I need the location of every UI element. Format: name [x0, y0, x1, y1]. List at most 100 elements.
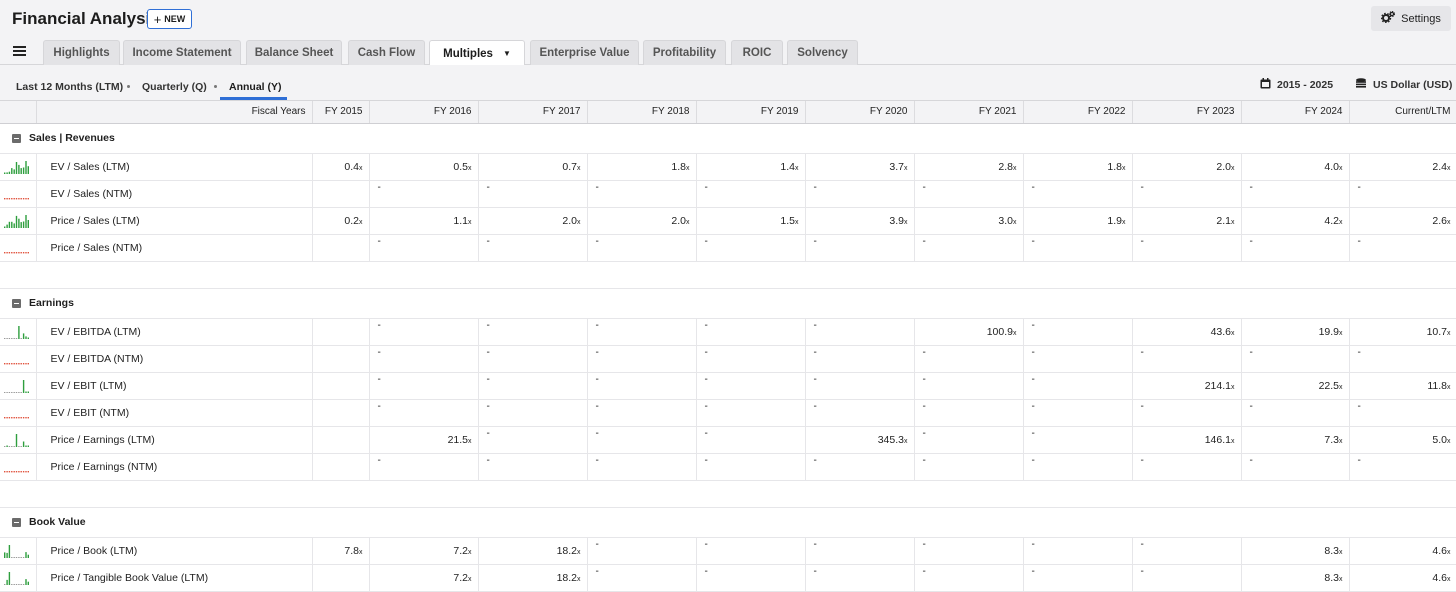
empty-value-cell: -: [1132, 345, 1242, 373]
sparkline-missing-mark: [13, 197, 15, 199]
column-header[interactable]: FY 2015: [312, 101, 370, 124]
column-header[interactable]: FY 2020: [805, 101, 915, 124]
table-row[interactable]: EV / EBIT (LTM) - - - - - - -214.1x 22.5x 11.8x: [0, 372, 1456, 400]
tab-roic[interactable]: ROIC: [731, 40, 783, 65]
period-annual[interactable]: Annual (Y): [229, 81, 282, 93]
value-cell: 2.4x: [1349, 153, 1456, 181]
settings-button[interactable]: Settings: [1371, 6, 1451, 31]
value-number: 7.2: [453, 571, 468, 584]
empty-value-cell: -: [587, 399, 697, 427]
column-header[interactable]: FY 2021: [914, 101, 1024, 124]
value-number: 146.1: [1204, 433, 1231, 446]
table-row[interactable]: Price / Earnings (NTM) - - - - - - - - - -: [0, 453, 1456, 481]
value-cell: 3.0x: [914, 207, 1024, 235]
empty-value-cell: -: [1241, 234, 1350, 262]
table-row[interactable]: EV / Sales (NTM) - - - - - - - - - -: [0, 180, 1456, 208]
table-row[interactable]: EV / Sales (LTM) 0.4x 0.5x 0.7x 1.8x 1.4x 3.7x…: [0, 153, 1456, 181]
tab-solvency[interactable]: Solvency: [787, 40, 858, 65]
section-title[interactable]: Sales | Revenues: [0, 132, 1456, 144]
empty-value-cell: -: [1241, 180, 1350, 208]
column-header[interactable]: Current/LTM: [1349, 101, 1456, 124]
unit-suffix: x: [359, 164, 363, 172]
empty-value-cell: -: [1023, 399, 1133, 427]
sparkline-missing-mark: [6, 362, 8, 364]
sparkline-bar: [25, 445, 27, 447]
value-cell: 2.8x: [914, 153, 1024, 181]
sparkline-missing-mark: [13, 362, 15, 364]
value-cell: 18.2x: [478, 537, 588, 565]
column-header[interactable]: FY 2016: [369, 101, 479, 124]
unit-suffix: x: [1447, 437, 1451, 445]
sparkline-missing-mark: [18, 251, 20, 253]
section-title[interactable]: Book Value: [0, 516, 1456, 528]
row-label: EV / Sales (LTM): [36, 153, 313, 181]
sparkline-bar: [13, 391, 15, 393]
table-row[interactable]: EV / EBITDA (LTM) - - - - -100.9x -43.6x 19.9x 1…: [0, 318, 1456, 346]
empty-value-cell: -: [805, 345, 915, 373]
column-header[interactable]: FY 2023: [1132, 101, 1242, 124]
sparkline-bar: [8, 391, 11, 393]
sparkline-missing-mark: [15, 251, 18, 253]
empty-value-cell: -: [1349, 180, 1456, 208]
sparkline-bar: [4, 172, 6, 174]
empty-value-cell: -: [914, 426, 1024, 454]
tab-balance-sheet[interactable]: Balance Sheet: [246, 40, 342, 65]
sparkline-bar: [15, 161, 18, 174]
row-label: EV / EBITDA (LTM): [36, 318, 313, 346]
table-header-row: Fiscal Years FY 2015 FY 2016 FY 2017 FY …: [0, 101, 1456, 124]
currency-control[interactable]: US Dollar (USD): [1355, 78, 1452, 92]
table-row[interactable]: EV / EBIT (NTM) - - - - - - - - - -: [0, 399, 1456, 427]
new-button[interactable]: + NEW: [147, 9, 192, 29]
tab-income-statement[interactable]: Income Statement: [123, 40, 241, 65]
section-title-text: Sales | Revenues: [29, 132, 115, 144]
collapse-icon[interactable]: [12, 517, 21, 527]
period-quarterly[interactable]: Quarterly (Q): [142, 81, 207, 93]
collapse-icon[interactable]: [12, 298, 21, 308]
tab-multiples[interactable]: Multiples ▼: [429, 40, 525, 66]
table-row[interactable]: Price / Sales (LTM) 0.2x 1.1x 2.0x 2.0x 1.5x 3…: [0, 207, 1456, 235]
column-header[interactable]: FY 2017: [478, 101, 588, 124]
date-range-control[interactable]: 2015 - 2025: [1260, 78, 1333, 92]
empty-value-cell: -: [478, 318, 588, 346]
sparkline-bar: [27, 581, 29, 585]
unit-suffix: x: [468, 437, 472, 445]
unit-suffix: x: [1231, 437, 1235, 445]
sparkline-cell: [0, 153, 37, 181]
table-row[interactable]: Price / Tangible Book Value (LTM) 7.2x 18.…: [0, 564, 1456, 592]
sparkline-bar: [27, 554, 29, 558]
table-row[interactable]: Price / Sales (NTM) - - - - - - - - - -: [0, 234, 1456, 262]
section-title[interactable]: Earnings: [0, 297, 1456, 309]
sparkline-bar: [18, 583, 20, 585]
column-header[interactable]: FY 2022: [1023, 101, 1133, 124]
sparkline-missing-mark: [11, 197, 13, 199]
tab-highlights[interactable]: Highlights: [43, 40, 120, 65]
empty-value-cell: -: [1023, 234, 1133, 262]
sparkline-missing-mark: [13, 470, 15, 472]
sparkline-bar: [15, 391, 18, 393]
settings-label: Settings: [1401, 12, 1441, 25]
empty-value-cell: -: [478, 234, 588, 262]
row-label: Price / Tangible Book Value (LTM): [36, 564, 313, 592]
section-header-cell: Book Value: [0, 507, 1456, 538]
sparkline-missing-mark: [27, 197, 29, 199]
section-title-text: Earnings: [29, 297, 74, 309]
sparkline-bar: [6, 224, 8, 228]
collapse-icon[interactable]: [12, 133, 21, 143]
table-row[interactable]: EV / EBITDA (NTM) - - - - - - - - - -: [0, 345, 1456, 373]
table-row[interactable]: Price / Earnings (LTM) 21.5x - - -345.3x - -14…: [0, 426, 1456, 454]
period-ltm[interactable]: Last 12 Months (LTM): [16, 81, 124, 93]
menu-icon[interactable]: [13, 46, 26, 56]
sparkline-icon: [4, 197, 29, 199]
table-row[interactable]: Price / Book (LTM) 7.8x 7.2x 18.2x - - - - - -8.3…: [0, 537, 1456, 565]
value-cell: 2.1x: [1132, 207, 1242, 235]
tab-enterprise-value[interactable]: Enterprise Value: [530, 40, 639, 65]
tab-cash-flow[interactable]: Cash Flow: [348, 40, 425, 65]
empty-value-cell: -: [1349, 453, 1456, 481]
column-header[interactable]: FY 2018: [587, 101, 697, 124]
empty-value-cell: -: [1132, 234, 1242, 262]
tab-profitability[interactable]: Profitability: [643, 40, 726, 65]
column-header[interactable]: FY 2024: [1241, 101, 1350, 124]
column-header[interactable]: FY 2019: [696, 101, 806, 124]
value-cell: 5.0x: [1349, 426, 1456, 454]
sparkline-bar: [13, 168, 15, 174]
